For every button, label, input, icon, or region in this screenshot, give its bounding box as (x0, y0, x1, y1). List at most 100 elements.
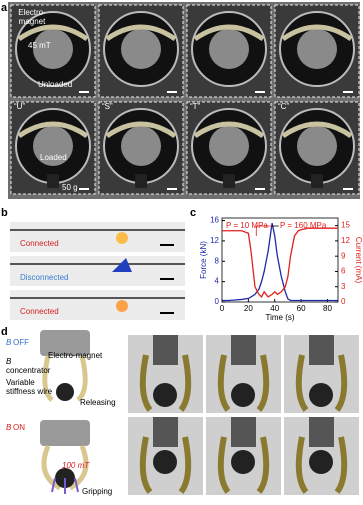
label: Releasing (80, 398, 116, 407)
y-tick-label: 16 (210, 216, 219, 225)
magnet-core (121, 126, 161, 166)
panel-letter: c (190, 207, 196, 219)
magnet (231, 417, 256, 447)
label: B (6, 338, 12, 347)
label: magnet (19, 17, 46, 26)
magnet-core (33, 126, 73, 166)
scale-bar (343, 188, 353, 190)
y-tick-label: 12 (210, 236, 219, 245)
schematic (40, 330, 90, 494)
wire (193, 121, 265, 139)
label: Gripping (82, 487, 112, 496)
object (309, 450, 333, 474)
y-tick-label: 4 (215, 277, 220, 286)
object (309, 383, 333, 407)
y2-tick-label: 6 (341, 267, 346, 276)
series-line (222, 227, 338, 298)
wire (281, 121, 353, 139)
y2-tick-label: 0 (341, 297, 346, 306)
wire (139, 354, 192, 412)
magnet-core (297, 29, 337, 69)
object (231, 450, 255, 474)
scale-bar (343, 91, 353, 93)
annotation-arrow (255, 225, 274, 236)
object (153, 450, 177, 474)
panel-letter: b (1, 207, 8, 219)
panel-d-photos (128, 335, 359, 495)
y2-tick-label: 3 (341, 282, 346, 291)
y-axis-label: Force (kN) (199, 241, 208, 279)
y2-axis-label: Current (mA) (354, 237, 363, 284)
wire (139, 436, 192, 494)
y-tick-label: 0 (215, 297, 220, 306)
label: “U” (14, 102, 25, 111)
label: B (6, 357, 12, 366)
scale-bar (255, 91, 265, 93)
weight (135, 174, 147, 188)
magnet-core (33, 29, 73, 69)
scale-bar (79, 188, 89, 190)
annotation: P = 10 MPa (226, 221, 268, 230)
state-label: Connected (20, 239, 59, 248)
wire (281, 24, 353, 42)
scale-bar (167, 91, 177, 93)
wire (193, 24, 265, 42)
magnet (153, 417, 178, 447)
label: stiffness wire (6, 387, 53, 396)
object (153, 383, 177, 407)
x-tick-label: 40 (270, 304, 279, 313)
weight (223, 174, 235, 188)
magnet (309, 417, 334, 447)
plot-frame (221, 217, 339, 303)
label: “C” (278, 102, 289, 111)
magnet-core (297, 126, 337, 166)
annotation: P = 160 MPa (280, 221, 327, 230)
magnet (231, 335, 256, 365)
label: 100 mT (62, 461, 90, 470)
chart: 0 4 8 12 16 0 3 6 9 12 15 0 20 40 60 80 Time (s) Force (k… (199, 216, 363, 322)
label: ON (13, 423, 25, 432)
state-label: Connected (20, 307, 59, 316)
label: Electro- (18, 8, 46, 17)
magnet-core (209, 126, 249, 166)
scale-bar (79, 91, 89, 93)
label: 50 g (62, 183, 78, 192)
x-tick-label: 20 (244, 304, 253, 313)
magnet (309, 335, 334, 365)
x-axis-label: Time (s) (265, 313, 294, 322)
series-line (222, 222, 338, 302)
weight (47, 174, 59, 188)
magnet (153, 335, 178, 365)
magnet-core (209, 29, 249, 69)
label: concentrator (6, 366, 51, 375)
wire (217, 436, 270, 494)
wire (105, 24, 177, 42)
label: B (6, 423, 12, 432)
wire (295, 436, 348, 494)
object (231, 383, 255, 407)
y2-tick-label: 12 (341, 236, 350, 245)
y2-tick-label: 9 (341, 251, 346, 260)
panel-letter: d (1, 326, 8, 338)
photo-grid (10, 4, 360, 195)
x-tick-label: 0 (220, 304, 225, 313)
panel-letter: a (1, 2, 8, 14)
state-label: Disconnected (20, 273, 68, 282)
wire (17, 121, 89, 139)
label: 45 mT (28, 41, 51, 50)
wire (105, 121, 177, 139)
panel-b-photos (10, 222, 185, 320)
scale-bar (255, 188, 265, 190)
label: Loaded (40, 153, 67, 162)
label: Variable (6, 378, 35, 387)
y2-tick-label: 15 (341, 221, 350, 230)
wire (217, 354, 270, 412)
y-tick-label: 8 (215, 256, 220, 265)
x-tick-label: 60 (297, 304, 306, 313)
label: Electro-magnet (48, 351, 103, 360)
magnet-core (121, 29, 161, 69)
weight (311, 174, 323, 188)
label: Unloaded (38, 80, 72, 89)
wire (17, 24, 89, 42)
